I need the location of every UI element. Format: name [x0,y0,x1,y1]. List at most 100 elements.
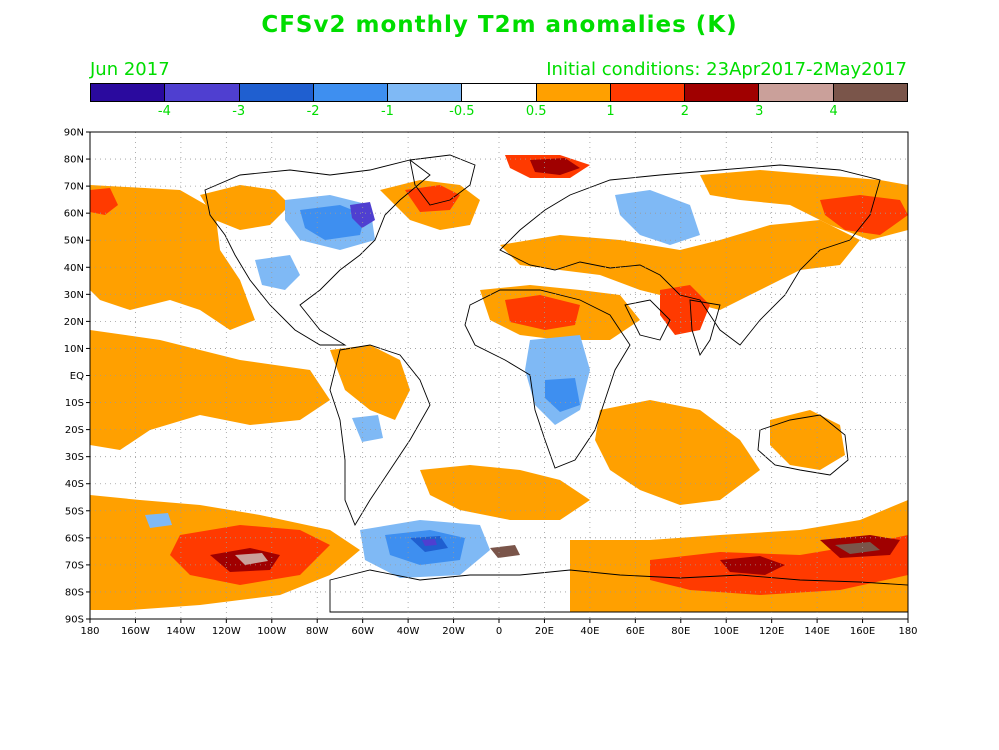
legend-label: -1 [380,104,394,119]
canada-strong-cold [300,205,365,240]
north-pacific-warm-area [90,185,255,330]
lon-tick-label: 60E [626,626,645,637]
lon-tick-label: 80E [671,626,690,637]
lon-tick-label: 100E [714,626,739,637]
legend-swatch-5 [462,84,537,101]
siberia-cold-area [615,190,700,245]
legend-label: -4 [157,104,171,119]
indian-ocean-warm-area [595,400,760,505]
pacific-cold-area [145,513,172,528]
legend-label: -3 [232,104,246,119]
legend-swatch-0 [91,84,166,101]
south-atlantic-warm-area [420,465,590,520]
sahara-strong-warm [505,295,580,330]
lat-tick-label: 10S [65,398,84,409]
legend-label: -2 [306,104,320,119]
weddell-extreme [490,545,520,558]
legend-swatch-4 [388,84,463,101]
us-cold-area [255,255,300,290]
south-america-warm-area [330,345,410,420]
lon-tick-label: 20E [535,626,554,637]
greenland-strong-warm [405,185,460,212]
south-america-cold-area [352,415,383,442]
legend-swatch-9 [759,84,834,101]
legend-swatch-3 [313,84,389,101]
initial-conditions: Initial conditions: 23Apr2017-2May2017 [546,59,907,80]
lat-tick-label: 40S [65,479,84,490]
lat-tick-label: 50S [65,506,84,517]
lon-tick-label: 40W [397,626,420,637]
lat-tick-label: 10N [64,344,84,355]
arabia-strong-warm [660,285,710,335]
lon-tick-label: 20W [442,626,465,637]
lon-tick-label: 0 [496,626,502,637]
grid-lines [90,132,908,619]
lon-tick-label: 180 [80,626,99,637]
lat-tick-label: 80S [65,587,84,598]
lat-tick-label: 60S [65,533,84,544]
south-pacific-extreme [235,553,268,565]
lon-tick-label: 100W [257,626,286,637]
legend-label: 1 [606,104,615,119]
west-pacific-strong-warm [90,188,118,215]
lon-tick-label: 120W [212,626,241,637]
legend-label: -0.5 [449,104,475,119]
lat-tick-label: 20S [65,425,84,436]
lon-tick-label: 80W [306,626,329,637]
siberia-strong-warm [820,195,908,235]
lat-tick-label: 90S [65,615,84,626]
lat-tick-label: 60N [64,209,84,220]
antarctic-core-cold [422,539,437,546]
lon-tick-label: 120E [759,626,784,637]
anomaly-fields [90,155,908,612]
south-america-outline [329,344,431,527]
lon-tick-label: 180 [898,626,917,637]
hudson-bay-cold [350,202,375,228]
lon-tick-label: 160W [121,626,150,637]
lat-tick-label: 70S [65,560,84,571]
legend-label: 2 [680,104,690,119]
lon-tick-label: 60W [351,626,374,637]
longitude-axis: 180 160W 140W 120W 100W 80W 60W 40W 20W 0 20E 40E 60… [80,619,918,637]
lat-tick-label: 90N [64,128,84,139]
lat-tick-label: 30N [64,290,84,301]
latitude-axis: 90N 80N 70N 60N 50N 40N 30N 20N 10N EQ 10S 20S 30S 40… [64,128,90,626]
chart-title: CFSv2 monthly T2m anomalies (K) [261,12,738,38]
lat-tick-label: 70N [64,182,84,193]
lat-tick-label: 80N [64,155,84,166]
legend-swatch-2 [239,84,314,101]
forecast-month: Jun 2017 [90,59,170,80]
greenland-outline [409,154,476,206]
ross-sea-extreme [835,542,880,554]
australia-warm-area [770,410,845,470]
legend-swatch-10 [833,84,907,101]
lat-tick-label: 30S [65,452,84,463]
lat-tick-label: 40N [64,263,84,274]
australia-outline [757,414,849,476]
legend-swatch-1 [165,84,240,101]
north-america-outline [204,159,431,346]
legend-label: 3 [755,104,764,119]
africa-outline [464,289,631,469]
lon-tick-label: 140W [166,626,195,637]
lon-tick-label: 40E [580,626,599,637]
arctic-dark-red [530,158,580,175]
color-legend [90,83,908,102]
lon-tick-label: 160E [850,626,875,637]
africa-strong-cold [545,378,580,412]
legend-swatch-8 [685,84,760,101]
legend-label: 0.5 [525,104,547,119]
lat-tick-label: 50N [64,236,84,247]
legend-swatch-7 [610,84,686,101]
alaska-warm-area [200,185,290,230]
legend-label: 4 [829,104,838,119]
tropical-pacific-warm-area [90,330,330,450]
legend-swatch-6 [536,84,611,101]
india-outline [689,299,721,357]
lat-tick-label: EQ [70,371,84,382]
lat-tick-label: 20N [64,317,84,328]
southern-ocean-dark-red [720,556,785,575]
arabia-outline [624,299,671,341]
lon-tick-label: 140E [804,626,829,637]
